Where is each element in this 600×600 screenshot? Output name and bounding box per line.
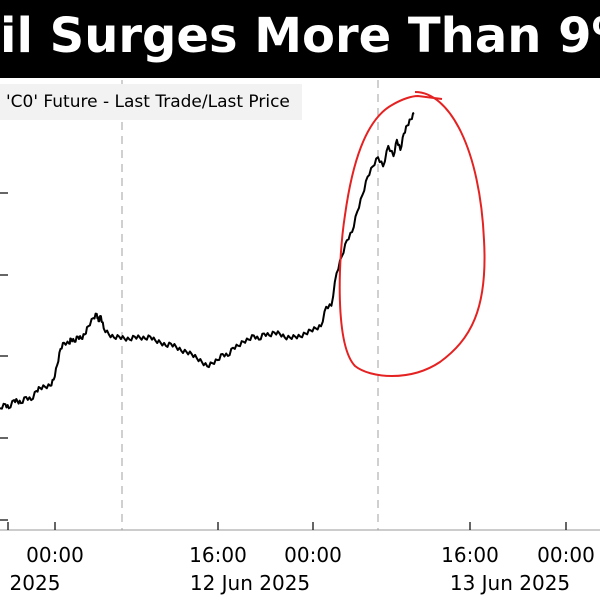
x-date-label: 12 Jun 2025 xyxy=(190,571,310,595)
x-axis: 00:00 16:00 00:00 16:00 00:00 2025 12 Jun 2025… xyxy=(0,109,600,595)
legend: 'C0' Future - Last Trade/Last Price xyxy=(0,84,302,120)
x-tick-label: 00:00 xyxy=(537,543,595,567)
series-layer xyxy=(0,112,415,410)
x-tick-label: 16:00 xyxy=(189,543,247,567)
grid-layer xyxy=(121,80,379,530)
x-tick-label: 00:00 xyxy=(26,543,84,567)
annotation-layer xyxy=(338,91,486,377)
title-bar: il Surges More Than 9% xyxy=(0,0,600,78)
legend-entry: 'C0' Future - Last Trade/Last Price xyxy=(6,92,290,112)
chart-title: il Surges More Than 9% xyxy=(0,8,600,64)
x-date-label: 13 Jun 2025 xyxy=(450,571,570,595)
x-tick-label: 00:00 xyxy=(284,543,342,567)
annotation-circle xyxy=(338,91,486,377)
series-line xyxy=(0,112,415,410)
x-date-label: 2025 xyxy=(10,571,61,595)
x-tick-label: 16:00 xyxy=(441,543,499,567)
